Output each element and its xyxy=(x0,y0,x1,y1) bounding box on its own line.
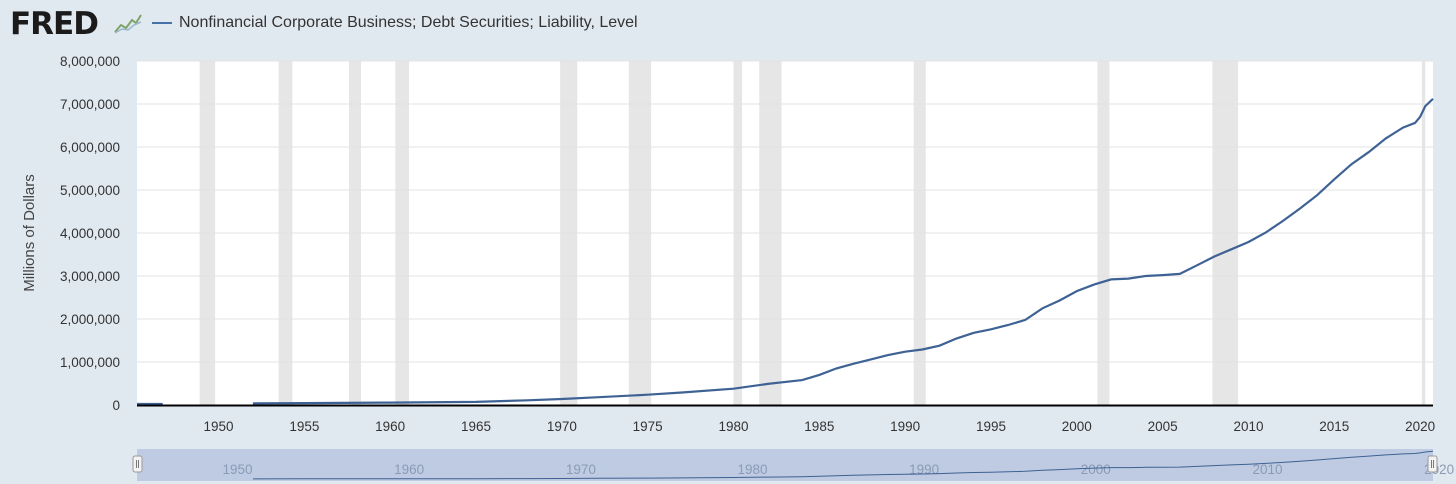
x-tick-label: 1990 xyxy=(890,419,920,434)
navigator-tick-label: 1960 xyxy=(394,462,424,477)
fred-logo[interactable]: FRED xyxy=(10,6,99,42)
x-tick-label: 1975 xyxy=(633,419,663,434)
navigator-tick-label: 1950 xyxy=(223,462,253,477)
navigator-tick-label: 1980 xyxy=(737,462,767,477)
gridlines xyxy=(137,60,1433,363)
y-tick-label: 4,000,000 xyxy=(60,226,120,241)
x-tick-label: 1980 xyxy=(718,419,748,434)
y-tick-label: 3,000,000 xyxy=(60,269,120,284)
navigator-series-line xyxy=(252,450,1434,480)
x-tick-label: 1970 xyxy=(547,419,577,434)
y-tick-label: 1,000,000 xyxy=(60,355,120,370)
range-navigator[interactable]: 1950 1960 1970 1980 1990 2000 2010 2020 xyxy=(132,449,1454,481)
x-axis-ticks: 1950 1955 1960 1965 1970 1975 1980 1985 1990 1995… xyxy=(204,419,1436,434)
x-tick-label: 2000 xyxy=(1062,419,1092,434)
x-tick-label: 1985 xyxy=(804,419,834,434)
series-line[interactable] xyxy=(252,98,1434,405)
x-tick-label: 2005 xyxy=(1148,419,1178,434)
y-tick-label: 0 xyxy=(112,398,120,413)
y-axis-ticks: 0 1,000,000 2,000,000 3,000,000 4,000,000 5,0… xyxy=(60,54,120,413)
legend-series-swatch xyxy=(152,22,172,24)
x-tick-label: 2015 xyxy=(1319,419,1349,434)
x-tick-label: 1960 xyxy=(375,419,405,434)
x-tick-label: 1955 xyxy=(289,419,319,434)
trend-line-icon xyxy=(114,12,142,34)
x-tick-label: 1995 xyxy=(976,419,1006,434)
y-tick-label: 8,000,000 xyxy=(60,54,120,69)
y-axis-title: Millions of Dollars xyxy=(21,174,38,292)
x-tick-label: 2010 xyxy=(1233,419,1263,434)
y-tick-label: 6,000,000 xyxy=(60,140,120,155)
navigator-tick-label: 2010 xyxy=(1252,462,1282,477)
x-tick-label: 1950 xyxy=(204,419,234,434)
navigator-tick-label: 2000 xyxy=(1081,462,1111,477)
navigator-left-handle[interactable] xyxy=(132,455,143,473)
series-layer xyxy=(137,98,1434,406)
legend-series-label[interactable]: Nonfinancial Corporate Business; Debt Se… xyxy=(179,14,638,31)
y-tick-label: 2,000,000 xyxy=(60,312,120,327)
y-tick-label: 5,000,000 xyxy=(60,183,120,198)
navigator-tick-label: 1990 xyxy=(909,462,939,477)
y-tick-label: 7,000,000 xyxy=(60,97,120,112)
navigator-right-handle[interactable] xyxy=(1427,455,1438,473)
x-tick-label: 2020 xyxy=(1405,419,1435,434)
x-tick-label: 1965 xyxy=(461,419,491,434)
navigator-tick-label: 1970 xyxy=(566,462,596,477)
legend[interactable]: Nonfinancial Corporate Business; Debt Se… xyxy=(152,14,638,32)
